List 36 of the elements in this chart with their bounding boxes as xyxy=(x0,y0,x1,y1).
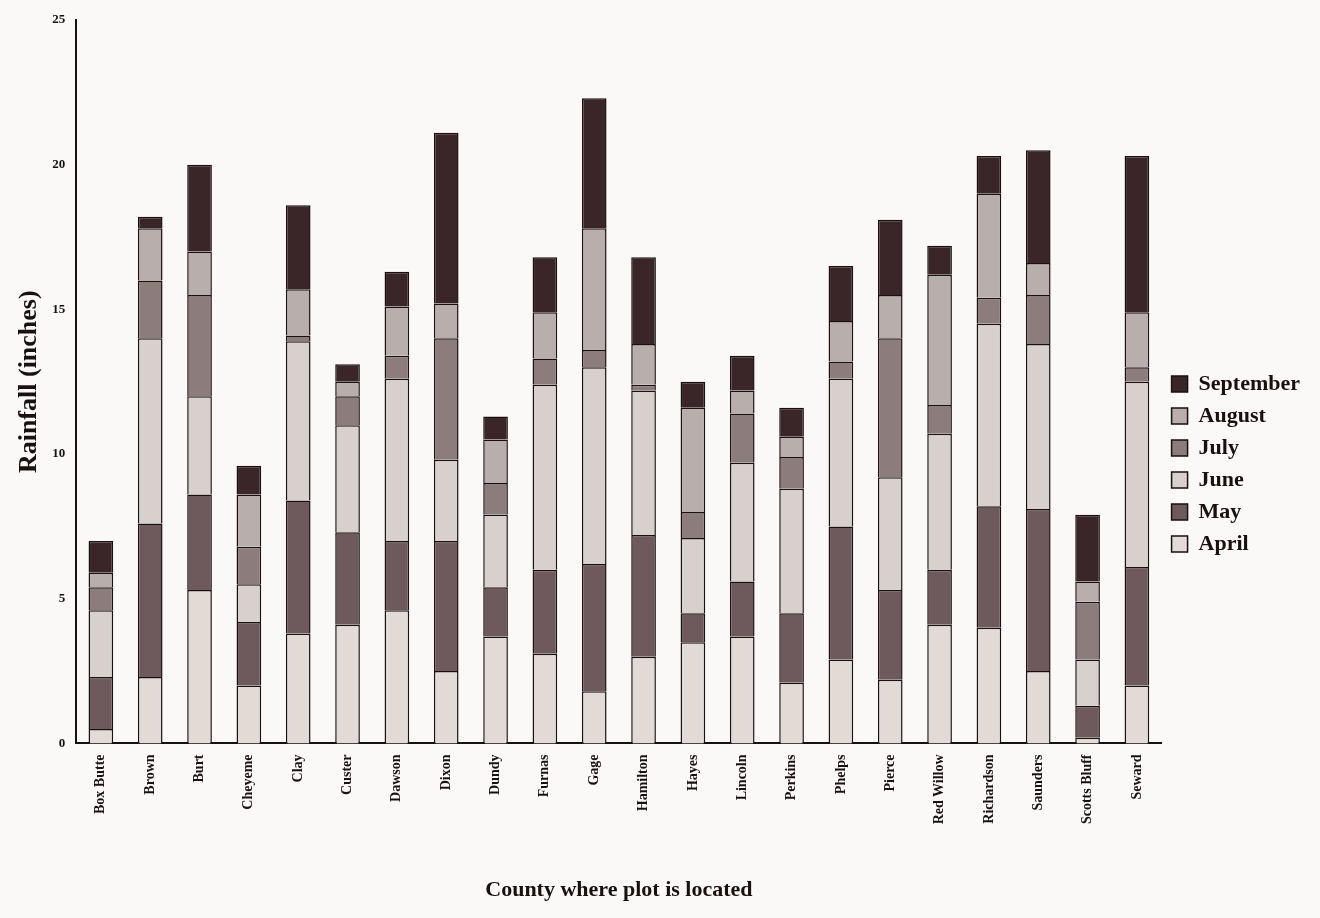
x-axis-title: County where plot is located xyxy=(485,876,753,902)
x-tick-label: Saunders xyxy=(1029,753,1045,811)
x-tick-label: Richardson xyxy=(980,754,996,824)
y-tick-label: 10 xyxy=(52,445,66,461)
y-tick-label: 15 xyxy=(52,300,66,316)
x-tick-label: Furnas xyxy=(536,753,552,798)
x-tick-label: Brown xyxy=(141,754,157,795)
x-tick-label: Pierce xyxy=(881,754,897,792)
x-tick-label: Hayes xyxy=(684,753,700,792)
x-tick-label: Clay xyxy=(289,754,305,783)
y-axis-title: Rainfall (inches) xyxy=(13,290,43,474)
x-tick-label: Dundy xyxy=(487,754,503,795)
x-tick-label: Dixon xyxy=(437,754,453,791)
x-tick-label: Dawson xyxy=(388,754,404,802)
legend-label: June xyxy=(1198,465,1245,491)
legend-label: August xyxy=(1198,401,1267,427)
legend-label: May xyxy=(1198,497,1242,523)
x-tick-label: Cheyeme xyxy=(240,754,256,810)
x-tick-label: Gage xyxy=(585,754,601,786)
legend-label: July xyxy=(1198,433,1239,459)
legend-label: September xyxy=(1198,369,1301,395)
x-tick-label: Scotts Bluff xyxy=(1079,754,1095,825)
y-tick-label: 25 xyxy=(52,11,66,27)
x-tick-label: Phelps xyxy=(832,753,848,795)
y-tick-label: 5 xyxy=(58,590,66,606)
x-tick-label: Hamilton xyxy=(635,754,651,812)
legend-label: April xyxy=(1198,529,1249,555)
x-tick-label: Burt xyxy=(191,754,207,783)
x-tick-label: Seward xyxy=(1128,754,1144,800)
x-tick-label: Perkins xyxy=(783,753,799,801)
x-tick-label: Red Willow xyxy=(931,753,947,825)
x-tick-label: Custer xyxy=(339,754,355,795)
y-tick-label: 20 xyxy=(52,156,66,172)
x-tick-label: Box Butte xyxy=(92,754,108,814)
y-tick-label: 0 xyxy=(58,734,66,750)
x-tick-label: Lincoln xyxy=(733,754,749,801)
